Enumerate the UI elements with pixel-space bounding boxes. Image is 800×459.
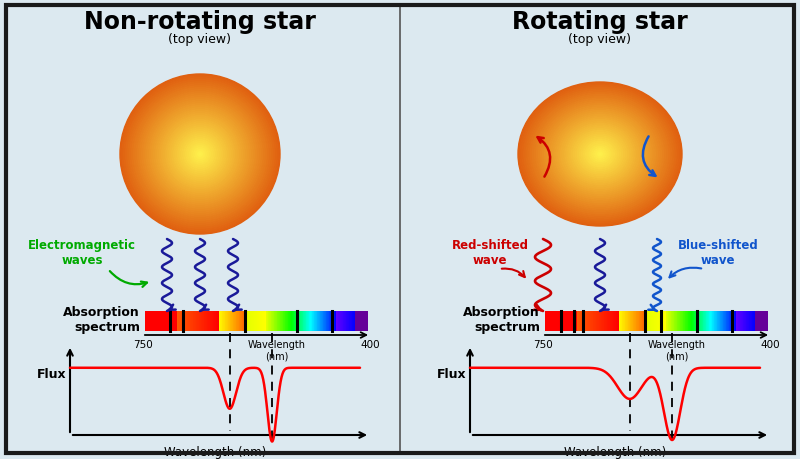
Ellipse shape [146, 101, 254, 208]
Ellipse shape [557, 117, 643, 192]
Text: (top view): (top view) [569, 33, 631, 46]
Ellipse shape [184, 139, 216, 171]
Ellipse shape [172, 127, 228, 183]
Ellipse shape [164, 119, 236, 190]
Ellipse shape [142, 97, 258, 213]
Text: Absorption
spectrum: Absorption spectrum [463, 305, 540, 333]
Text: 400: 400 [760, 339, 780, 349]
Ellipse shape [545, 106, 655, 203]
Ellipse shape [188, 143, 212, 167]
Text: Wavelength
(nm): Wavelength (nm) [247, 339, 306, 361]
Ellipse shape [138, 93, 262, 217]
Ellipse shape [574, 131, 626, 178]
Ellipse shape [190, 145, 210, 165]
Ellipse shape [128, 83, 272, 226]
Ellipse shape [584, 140, 616, 169]
Text: Red-shifted
wave: Red-shifted wave [451, 239, 529, 266]
Ellipse shape [550, 112, 650, 198]
Text: Absorption
spectrum: Absorption spectrum [63, 305, 140, 333]
Ellipse shape [578, 135, 622, 174]
Ellipse shape [120, 75, 280, 235]
Ellipse shape [526, 90, 674, 219]
Ellipse shape [186, 141, 214, 168]
Ellipse shape [570, 128, 630, 182]
Ellipse shape [166, 121, 234, 189]
Ellipse shape [154, 109, 246, 201]
Ellipse shape [567, 126, 633, 184]
Ellipse shape [136, 91, 264, 218]
Ellipse shape [140, 95, 260, 214]
Ellipse shape [590, 146, 610, 164]
Ellipse shape [134, 89, 266, 220]
Text: Rotating star: Rotating star [512, 10, 688, 34]
Text: Blue-shifted
wave: Blue-shifted wave [678, 239, 758, 266]
Ellipse shape [170, 125, 230, 185]
Ellipse shape [596, 151, 604, 158]
Ellipse shape [541, 102, 659, 207]
Ellipse shape [530, 94, 670, 216]
Ellipse shape [150, 105, 250, 205]
Text: Non-rotating star: Non-rotating star [84, 10, 316, 34]
Ellipse shape [575, 133, 625, 176]
Ellipse shape [176, 131, 224, 179]
Ellipse shape [198, 153, 202, 157]
Ellipse shape [126, 81, 274, 229]
Ellipse shape [559, 119, 641, 190]
Text: Wavelength (nm): Wavelength (nm) [564, 445, 666, 458]
Ellipse shape [168, 123, 232, 187]
Ellipse shape [158, 113, 242, 196]
Ellipse shape [522, 86, 678, 223]
Ellipse shape [132, 87, 268, 223]
Ellipse shape [144, 99, 256, 211]
Ellipse shape [152, 107, 248, 202]
Text: 400: 400 [360, 339, 380, 349]
Ellipse shape [182, 137, 218, 173]
Ellipse shape [160, 115, 240, 195]
Ellipse shape [582, 139, 618, 171]
Ellipse shape [534, 97, 666, 212]
Text: Wavelength
(nm): Wavelength (nm) [647, 339, 706, 361]
Ellipse shape [528, 92, 672, 218]
Ellipse shape [571, 129, 629, 180]
Ellipse shape [592, 147, 608, 162]
Ellipse shape [174, 129, 226, 180]
Ellipse shape [546, 108, 654, 202]
Ellipse shape [130, 85, 270, 224]
Text: Wavelength (nm): Wavelength (nm) [164, 445, 266, 458]
Ellipse shape [555, 115, 645, 194]
Text: Flux: Flux [36, 367, 66, 380]
Ellipse shape [194, 149, 206, 161]
Ellipse shape [553, 113, 647, 196]
Ellipse shape [124, 79, 276, 230]
Ellipse shape [579, 137, 621, 173]
Ellipse shape [518, 83, 682, 226]
Text: Electromagnetic
waves: Electromagnetic waves [28, 239, 136, 266]
Ellipse shape [565, 124, 635, 185]
Ellipse shape [542, 104, 658, 205]
Ellipse shape [594, 149, 606, 160]
Ellipse shape [561, 121, 639, 189]
Ellipse shape [532, 95, 668, 214]
Ellipse shape [122, 77, 278, 233]
Text: Flux: Flux [436, 367, 466, 380]
Ellipse shape [598, 153, 602, 157]
Text: 750: 750 [533, 339, 553, 349]
Ellipse shape [162, 117, 238, 193]
Ellipse shape [148, 103, 252, 207]
Ellipse shape [178, 133, 222, 177]
Ellipse shape [586, 142, 614, 167]
Ellipse shape [524, 88, 676, 221]
Ellipse shape [192, 147, 208, 162]
Ellipse shape [563, 123, 637, 187]
Text: (top view): (top view) [169, 33, 231, 46]
Ellipse shape [537, 99, 663, 210]
Ellipse shape [588, 144, 612, 165]
Ellipse shape [538, 101, 662, 208]
Ellipse shape [196, 151, 204, 159]
Ellipse shape [180, 134, 220, 174]
Ellipse shape [520, 84, 680, 225]
Ellipse shape [549, 110, 651, 200]
Text: 750: 750 [133, 339, 153, 349]
Ellipse shape [156, 111, 244, 199]
